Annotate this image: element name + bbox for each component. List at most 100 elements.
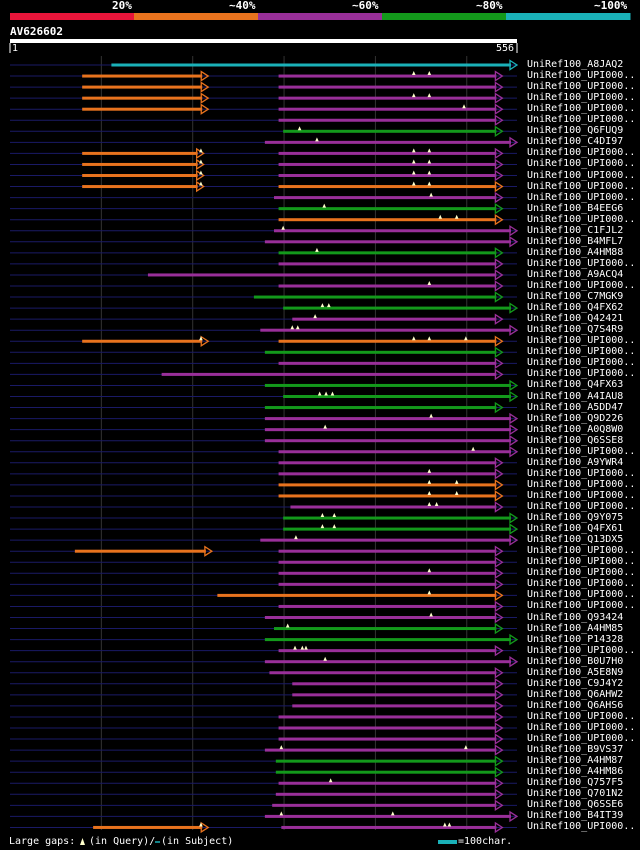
hit-label[interactable]: UniRef100_Q757F5 xyxy=(527,777,624,789)
query-gap-marker xyxy=(429,192,433,197)
query-gap-marker xyxy=(322,203,327,208)
hit-label[interactable]: UniRef100_UPI000.. xyxy=(527,70,636,82)
hit-label[interactable]: UniRef100_UPI000.. xyxy=(527,821,636,833)
hit-label[interactable]: UniRef100_UPI000.. xyxy=(527,103,636,115)
hit-label[interactable]: UniRef100_C4DI97 xyxy=(527,136,624,148)
hit-label[interactable]: UniRef100_UPI000.. xyxy=(527,578,636,590)
hit-label[interactable]: UniRef100_UPI000.. xyxy=(527,567,636,579)
hit-label[interactable]: UniRef100_Q93424 xyxy=(527,611,624,623)
hit-label[interactable]: UniRef100_UPI000.. xyxy=(527,445,636,457)
hit-arrowhead xyxy=(509,633,519,646)
hit-segment xyxy=(82,339,203,343)
hit-segment xyxy=(264,428,511,432)
hit-label[interactable]: UniRef100_UPI000.. xyxy=(527,644,636,656)
hit-label[interactable]: UniRef100_UPI000.. xyxy=(527,213,636,225)
hit-label[interactable]: UniRef100_A9ACQ4 xyxy=(527,268,624,280)
legend-scale-bar xyxy=(438,840,457,844)
hit-label[interactable]: UniRef100_UPI000.. xyxy=(527,556,636,568)
hit-label[interactable]: UniRef100_Q701N2 xyxy=(527,788,624,800)
hit-arrowhead xyxy=(494,733,504,745)
hit-label[interactable]: UniRef100_UPI000.. xyxy=(527,147,636,159)
hit-label[interactable]: UniRef100_UPI000.. xyxy=(527,114,636,126)
hit-segment xyxy=(292,682,497,686)
hit-label[interactable]: UniRef100_UPI000.. xyxy=(527,589,636,601)
hit-label[interactable]: UniRef100_A5DD47 xyxy=(527,401,624,413)
hit-label[interactable]: UniRef100_Q9D226 xyxy=(527,412,624,424)
hit-label[interactable]: UniRef100_A4HM85 xyxy=(527,622,624,634)
hit-segment xyxy=(260,328,511,332)
hit-segment xyxy=(278,107,497,111)
hit-label[interactable]: UniRef100_A4HM88 xyxy=(527,246,624,258)
query-id: AV626602 xyxy=(10,25,63,38)
hit-arrowhead xyxy=(494,280,504,292)
hit-label[interactable]: UniRef100_UPI000.. xyxy=(527,710,636,722)
hit-label[interactable]: UniRef100_C7MGK9 xyxy=(527,291,624,303)
hit-label[interactable]: UniRef100_UPI000.. xyxy=(527,368,636,380)
hit-label[interactable]: UniRef100_Q42421 xyxy=(527,313,624,325)
hit-label[interactable]: UniRef100_UPI000.. xyxy=(527,722,636,733)
hit-label[interactable]: UniRef100_UPI000.. xyxy=(527,467,636,479)
hit-label[interactable]: UniRef100_Q6AHS6 xyxy=(527,699,624,711)
hit-segment xyxy=(274,627,497,631)
hit-segment xyxy=(278,96,497,100)
hit-label[interactable]: UniRef100_UPI000.. xyxy=(527,169,636,181)
hit-label[interactable]: UniRef100_UPI000.. xyxy=(527,600,636,612)
hit-label[interactable]: UniRef100_C9J4Y2 xyxy=(527,677,624,689)
hit-label[interactable]: UniRef100_B9VS37 xyxy=(527,744,624,756)
hit-segment xyxy=(278,151,497,155)
hit-arrowhead xyxy=(509,446,519,458)
hit-label[interactable]: UniRef100_B4MFL7 xyxy=(527,235,624,247)
hit-label[interactable]: UniRef100_UPI000.. xyxy=(527,346,636,358)
query-gap-marker xyxy=(427,590,432,595)
hit-label[interactable]: UniRef100_Q7S4R9 xyxy=(527,324,624,336)
hit-label[interactable]: UniRef100_UPI000.. xyxy=(527,335,636,347)
hit-label[interactable]: UniRef100_UPI000.. xyxy=(527,191,636,203)
hit-label[interactable]: UniRef100_UPI000.. xyxy=(527,489,636,501)
hit-label[interactable]: UniRef100_Q6SSE6 xyxy=(527,799,624,811)
hit-segment xyxy=(111,63,512,67)
hit-label[interactable]: UniRef100_UPI000.. xyxy=(527,545,636,557)
hit-label[interactable]: UniRef100_UPI000.. xyxy=(527,357,636,369)
hit-segment xyxy=(161,372,497,376)
hit-label[interactable]: UniRef100_A5E8N9 xyxy=(527,666,624,678)
query-gap-marker xyxy=(427,281,432,285)
hit-label[interactable]: UniRef100_Q4FX61 xyxy=(527,523,624,535)
hit-label[interactable]: UniRef100_UPI000.. xyxy=(527,478,636,490)
hit-label[interactable]: UniRef100_A8JAQ2 xyxy=(527,59,624,70)
hit-label[interactable]: UniRef100_B0U7H0 xyxy=(527,655,624,667)
hit-label[interactable]: UniRef100_UPI000.. xyxy=(527,180,636,192)
hit-label[interactable]: UniRef100_A4HM87 xyxy=(527,755,624,767)
hit-label[interactable]: UniRef100_Q9Y075 xyxy=(527,512,624,524)
hit-label[interactable]: UniRef100_UPI000.. xyxy=(527,280,636,291)
query-gap-marker xyxy=(320,303,325,308)
hit-label[interactable]: UniRef100_A0Q8W0 xyxy=(527,423,624,435)
hit-label[interactable]: UniRef100_UPI000.. xyxy=(527,733,636,745)
hit-segment xyxy=(278,494,497,498)
hit-label[interactable]: UniRef100_B4IT39 xyxy=(527,810,624,822)
hit-label[interactable]: UniRef100_A4IAU8 xyxy=(527,390,624,402)
hit-label[interactable]: UniRef100_UPI000.. xyxy=(527,501,636,512)
hit-label[interactable]: UniRef100_C1FJL2 xyxy=(527,224,624,236)
hit-label[interactable]: UniRef100_UPI000.. xyxy=(527,81,636,93)
hit-label[interactable]: UniRef100_Q6SSE8 xyxy=(527,434,624,446)
hit-label[interactable]: UniRef100_Q4FX62 xyxy=(527,302,624,314)
query-gap-marker xyxy=(323,424,327,429)
hit-label[interactable]: UniRef100_UPI000.. xyxy=(527,257,636,269)
hit-arrowhead xyxy=(494,622,504,635)
hit-label[interactable]: UniRef100_B4EEG6 xyxy=(527,202,624,214)
hit-arrowhead xyxy=(509,512,519,524)
hit-arrowhead xyxy=(494,258,504,270)
hit-segment xyxy=(253,295,497,299)
hit-label[interactable]: UniRef100_Q6FUQ9 xyxy=(527,125,624,137)
hit-label[interactable]: UniRef100_Q13DX5 xyxy=(527,534,624,546)
hit-label[interactable]: UniRef100_UPI000.. xyxy=(527,158,636,170)
hit-label[interactable]: UniRef100_P14328 xyxy=(527,633,624,645)
hit-label[interactable]: UniRef100_Q6AHW2 xyxy=(527,688,624,700)
hit-label[interactable]: UniRef100_UPI000.. xyxy=(527,92,636,104)
hit-arrowhead xyxy=(200,821,210,834)
hit-label[interactable]: UniRef100_Q4FX63 xyxy=(527,379,624,391)
query-gap-marker xyxy=(330,391,335,396)
hit-segment xyxy=(82,85,203,89)
hit-label[interactable]: UniRef100_A9YWR4 xyxy=(527,456,624,468)
hit-label[interactable]: UniRef100_A4HM86 xyxy=(527,766,624,778)
